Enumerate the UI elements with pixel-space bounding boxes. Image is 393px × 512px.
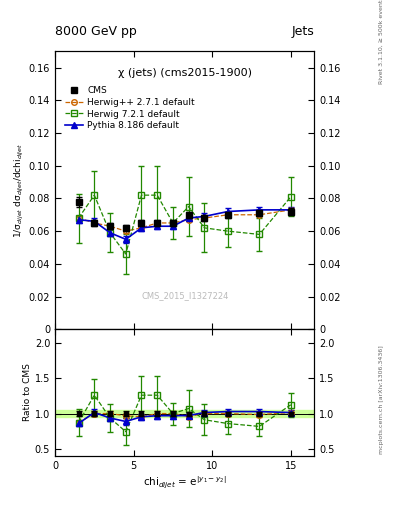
Text: mcplots.cern.ch [arXiv:1306.3436]: mcplots.cern.ch [arXiv:1306.3436]: [379, 345, 384, 454]
X-axis label: chi$_{dijet}$ = e$^{|y_1 - y_2|}$: chi$_{dijet}$ = e$^{|y_1 - y_2|}$: [143, 475, 226, 491]
Text: 8000 GeV pp: 8000 GeV pp: [55, 26, 137, 38]
Y-axis label: 1/σ$_{dijet}$ dσ$_{dijet}$/dchi$_{dijet}$: 1/σ$_{dijet}$ dσ$_{dijet}$/dchi$_{dijet}…: [13, 143, 26, 238]
Text: Jets: Jets: [292, 26, 314, 38]
Text: χ (jets) (cms2015-1900): χ (jets) (cms2015-1900): [118, 68, 252, 78]
Text: CMS_2015_I1327224: CMS_2015_I1327224: [141, 291, 228, 301]
Text: Rivet 3.1.10, ≥ 500k events: Rivet 3.1.10, ≥ 500k events: [379, 0, 384, 84]
Y-axis label: Ratio to CMS: Ratio to CMS: [23, 364, 32, 421]
Legend: CMS, Herwig++ 2.7.1 default, Herwig 7.2.1 default, Pythia 8.186 default: CMS, Herwig++ 2.7.1 default, Herwig 7.2.…: [62, 83, 198, 133]
